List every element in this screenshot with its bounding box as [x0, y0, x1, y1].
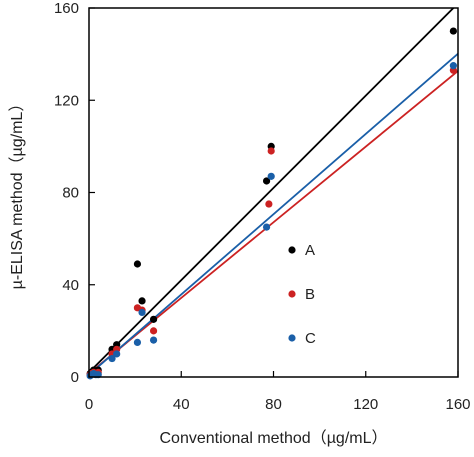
data-point-c [262, 223, 271, 231]
legend-label-b: B [305, 286, 315, 303]
data-point-a [449, 27, 457, 35]
legend-marker-c [288, 334, 296, 342]
legend-marker-a [288, 246, 296, 254]
legend-label-c: C [305, 330, 316, 347]
data-point-a [149, 315, 158, 323]
y-tick-label: 160 [54, 0, 79, 17]
x-tick-label: 120 [353, 396, 378, 413]
y-tick-label: 0 [71, 369, 79, 386]
x-tick-label: 160 [445, 396, 470, 413]
data-point-c [138, 308, 146, 317]
legend: A B C [288, 242, 316, 347]
data-point-c [113, 350, 121, 358]
data-point-c [133, 338, 142, 347]
data-point-a [138, 297, 146, 305]
data-point-c [149, 336, 158, 344]
data-point-b [265, 200, 273, 208]
legend-marker-b [288, 290, 296, 298]
legend-label-a: A [305, 242, 315, 259]
data-point-a [262, 177, 271, 185]
data-point-b [267, 147, 275, 155]
x-tick-label: 40 [173, 396, 190, 413]
y-tick-label: 40 [62, 277, 79, 294]
fit-line-b [89, 70, 458, 375]
data-point-b [149, 327, 158, 335]
x-axis-title: Conventional method（µg/mL） [159, 429, 387, 447]
y-tick-label: 80 [62, 185, 79, 202]
y-axis-title: µ-ELISA method（µg/mL） [8, 96, 26, 290]
fit-line-c [89, 52, 458, 376]
x-tick-label: 80 [265, 396, 282, 413]
data-point-c [267, 172, 275, 180]
data-point-c [449, 62, 457, 70]
data-point-c [108, 354, 116, 363]
points-layer [86, 27, 457, 380]
data-point-a [133, 260, 142, 268]
fit-line-a [89, 8, 455, 374]
plot-frame [88, 7, 459, 378]
y-tick-label: 120 [54, 92, 79, 109]
x-tick-label: 0 [85, 396, 93, 413]
fit-lines-layer [89, 8, 458, 376]
